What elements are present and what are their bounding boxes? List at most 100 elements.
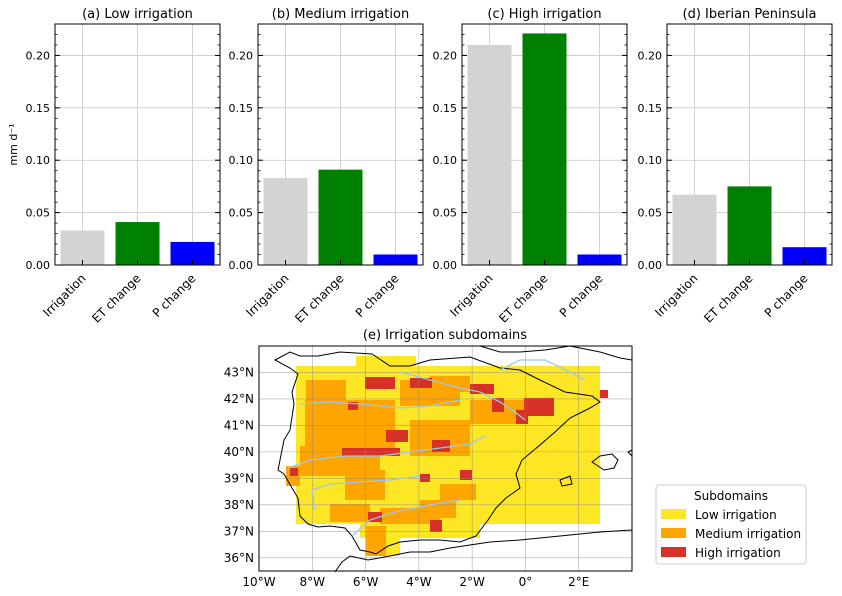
legend-title: Subdomains	[694, 489, 768, 503]
subdomain-cell	[345, 470, 385, 500]
subdomain-cell	[470, 384, 494, 394]
legend-label-medium: Medium irrigation	[695, 527, 801, 541]
map-x-tick-label: 8°W	[300, 575, 326, 589]
map-frame	[258, 345, 633, 572]
y-tick-label: 0.20	[638, 49, 663, 62]
x-tick-label: Irrigation	[652, 271, 700, 319]
irrigation-cells	[286, 356, 608, 556]
france-coastline	[479, 345, 633, 361]
subdomain-cell	[524, 398, 554, 416]
map-y-tick-label: 36°N	[224, 551, 254, 565]
bar-irrigation	[60, 230, 105, 265]
x-tick-label: ET change	[89, 271, 143, 325]
y-axis-label: mm d⁻¹	[7, 123, 20, 165]
map-y-tick-label: 39°N	[224, 471, 254, 485]
subdomain-cell	[430, 376, 470, 392]
legend: Subdomains Low irrigation Medium irrigat…	[655, 484, 807, 565]
legend-label-low: Low irrigation	[695, 508, 777, 522]
map-x-tick-label: 6°W	[353, 575, 379, 589]
guadiana-river	[311, 475, 421, 511]
bar-et-change	[318, 169, 363, 265]
map-y-tick-label: 43°N	[224, 365, 254, 379]
y-tick-label: 0.00	[229, 259, 254, 272]
bar-irrigation	[467, 44, 512, 266]
y-tick-label: 0.10	[638, 154, 663, 167]
map-panel: (e) Irrigation subdomains 10°W 8°W 6°W 4°W 2…	[224, 328, 633, 589]
map-yticks: 43°N 42°N 41°N 40°N 39°N 38°N 37°N 36°N	[224, 365, 254, 564]
subdomain-cell	[360, 520, 480, 538]
x-tick-label: ET change	[292, 271, 346, 325]
subdomain-cell	[600, 390, 608, 398]
bar-irrigation	[263, 178, 308, 265]
y-tick-label: 0.15	[229, 102, 254, 115]
subdomain-cell	[420, 500, 456, 518]
bar-p-change	[170, 241, 215, 265]
subdomain-cell	[330, 504, 370, 522]
x-tick-label: P change	[150, 271, 199, 320]
y-tick-label: 0.05	[229, 207, 254, 220]
subdomain-cell	[290, 468, 298, 476]
y-tick-label: 0.15	[26, 102, 51, 115]
subdomain-cell	[365, 377, 395, 389]
duero-river	[299, 399, 461, 409]
legend-swatch-medium	[661, 528, 686, 538]
map-y-tick-label: 37°N	[224, 524, 254, 538]
y-tick-label: 0.20	[433, 49, 458, 62]
subdomain-cell	[366, 526, 386, 556]
map-y-tick-label: 41°N	[224, 418, 254, 432]
y-tick-label: 0.15	[638, 102, 663, 115]
y-tick-label: 0.05	[638, 207, 663, 220]
subdomain-cell	[348, 402, 358, 410]
x-tick-label: P change	[762, 271, 811, 320]
map-y-tick-label: 40°N	[224, 445, 254, 459]
subdomain-cell	[306, 380, 346, 400]
tajo-river	[287, 435, 486, 469]
panel-title: (b) Medium irrigation	[272, 7, 409, 22]
legend-label-high: High irrigation	[695, 546, 781, 560]
subdomain-cell	[460, 470, 472, 480]
panel-title: (c) High irrigation	[487, 7, 601, 22]
legend-frame	[655, 484, 807, 565]
bar-panel-3: 0.00 0.05 0.10 0.15 0.20 Irrigation ET change P…	[433, 7, 628, 326]
rivers	[287, 359, 586, 537]
x-tick-label: P change	[557, 271, 606, 320]
x-tick-label: Irrigation	[447, 271, 495, 319]
y-tick-label: 0.10	[433, 154, 458, 167]
bar-panel-2: 0.00 0.05 0.10 0.15 0.20 Irrigation ET change P…	[229, 7, 424, 326]
map-xticks: 10°W 8°W 6°W 4°W 2°W 0° 2°E	[242, 575, 589, 589]
bar-et-change	[522, 33, 567, 265]
x-tick-label: ET change	[496, 271, 550, 325]
subdomain-cell	[410, 378, 432, 388]
subdomain-cell	[420, 474, 430, 482]
map-title: (e) Irrigation subdomains	[363, 328, 527, 343]
bar-panel-1: 0.00 0.05 0.10 0.15 0.20 Irrigation ET change P…	[7, 7, 221, 326]
y-tick-label: 0.05	[26, 207, 51, 220]
y-tick-label: 0.20	[229, 49, 254, 62]
map-x-tick-label: 2°W	[459, 575, 485, 589]
bar-p-change	[782, 247, 827, 265]
subdomain-cell	[492, 398, 504, 412]
mallorca-coastline	[591, 453, 619, 471]
guadalquivir-river	[351, 499, 461, 537]
bar-p-change	[577, 254, 622, 265]
map-x-tick-label: 2°E	[568, 575, 589, 589]
legend-swatch-low	[661, 509, 686, 519]
x-tick-label: P change	[353, 271, 402, 320]
map-x-tick-label: 4°W	[406, 575, 432, 589]
bar-panel-4: 0.00 0.05 0.10 0.15 0.20 Irrigation ET change P…	[638, 7, 833, 326]
subdomain-cell	[356, 356, 416, 368]
y-tick-label: 0.10	[26, 154, 51, 167]
x-tick-label: Irrigation	[40, 271, 88, 319]
morocco-coastline	[334, 529, 633, 573]
bar-p-change	[373, 254, 418, 265]
y-tick-label: 0.05	[433, 207, 458, 220]
subdomain-cell	[432, 440, 450, 452]
bar-et-change	[115, 222, 160, 265]
subdomain-cell	[368, 512, 382, 522]
ebro-river	[399, 371, 526, 421]
legend-swatch-high	[661, 547, 686, 557]
iberia-coastline	[273, 351, 601, 555]
x-tick-label: Irrigation	[243, 271, 291, 319]
